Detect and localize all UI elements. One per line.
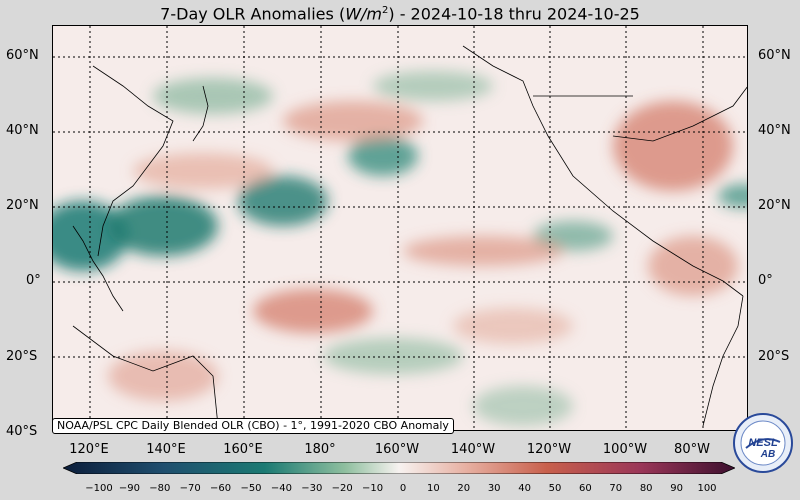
anomaly-neg-east-pacific xyxy=(533,221,613,251)
coastline-philippines-indonesia xyxy=(72,225,124,312)
colorbar-tick-label: 70 xyxy=(609,483,623,494)
anomaly-neg-south-pacific xyxy=(323,338,463,374)
lat-label-20s-right: 20°S xyxy=(758,349,790,364)
colorbar-tick-label: 0 xyxy=(399,483,407,494)
anomaly-pos-southeast-pacific xyxy=(453,308,573,344)
lon-label-120w: 120°W xyxy=(526,442,572,457)
anomaly-pos-subtropical xyxy=(133,153,273,189)
anomaly-neg-western-pacific xyxy=(108,196,218,256)
coastline-south-america xyxy=(702,295,744,427)
anomaly-neg-central-north xyxy=(238,176,328,226)
lat-label-20n-left: 20°N xyxy=(6,198,39,213)
lon-label-80w: 80°W xyxy=(674,442,710,457)
colorbar xyxy=(63,462,735,474)
colorbar-tick-label: 90 xyxy=(670,483,683,494)
colorbar-gradient xyxy=(63,462,735,474)
svg-text:NESL: NESL xyxy=(748,437,778,449)
colorbar-tick-label: 50 xyxy=(548,483,562,494)
colorbar-tick-label: 80 xyxy=(639,483,653,494)
anomaly-neg-southeast xyxy=(473,386,573,426)
svg-text:AB: AB xyxy=(760,449,775,460)
colorbar-tick-label: −20 xyxy=(331,483,353,494)
colorbar-tick-label: 20 xyxy=(457,483,471,494)
data-source-credit: NOAA/PSL CPC Daily Blended OLR (CBO) - 1… xyxy=(52,418,454,434)
lon-label-160e: 160°E xyxy=(223,442,263,457)
coastline-asia xyxy=(92,65,174,257)
lon-label-180: 180° xyxy=(304,442,336,457)
anomaly-pos-equatorial xyxy=(253,289,373,333)
lon-label-140w: 140°W xyxy=(450,442,496,457)
anomaly-pos-australia xyxy=(108,351,218,401)
map-canvas xyxy=(53,26,747,430)
lat-label-40n-left: 40°N xyxy=(6,123,39,138)
lat-label-60n-left: 60°N xyxy=(6,48,39,63)
colorbar-tick-label: −30 xyxy=(301,483,323,494)
lat-label-eq-left: 0° xyxy=(26,273,41,288)
lat-label-20s-left: 20°S xyxy=(6,349,38,364)
map-title: 7-Day OLR Anomalies (W/m2) - 2024-10-18 … xyxy=(160,4,640,24)
anomaly-field xyxy=(53,71,747,426)
colorbar-tick-label: −10 xyxy=(362,483,384,494)
colorbar-tick-label: −70 xyxy=(179,483,201,494)
coastline-us-canada xyxy=(612,86,747,142)
coastline-kamchatka-japan xyxy=(192,85,209,142)
lon-label-140e: 140°E xyxy=(146,442,186,457)
colorbar-tick-label: 30 xyxy=(487,483,501,494)
noaa-esrl-logo: NESL AB xyxy=(733,413,793,473)
colorbar-tick-label: 100 xyxy=(697,483,717,494)
lat-label-eq-right: 0° xyxy=(758,273,773,288)
colorbar-tick-label: −80 xyxy=(149,483,171,494)
lat-label-60n-right: 60°N xyxy=(758,48,791,63)
colorbar-tick-label: −100 xyxy=(85,483,113,494)
colorbar-tick-label: −90 xyxy=(118,483,140,494)
graticule xyxy=(53,26,747,430)
anomaly-pos-north-america xyxy=(613,101,733,191)
anomaly-neg-midlat xyxy=(348,136,418,176)
lat-label-20n-right: 20°N xyxy=(758,198,791,213)
colorbar-tick-label: −40 xyxy=(270,483,292,494)
lat-label-40s-left: 40°S xyxy=(6,424,38,439)
anomaly-neg-north xyxy=(153,78,273,114)
colorbar-tick-label: −60 xyxy=(210,483,232,494)
lon-label-100w: 100°W xyxy=(602,442,648,457)
anomaly-pos-itcz xyxy=(403,236,563,266)
colorbar-tick-label: 60 xyxy=(579,483,592,494)
lat-label-40n-right: 40°N xyxy=(758,123,791,138)
colorbar-tick-label: 40 xyxy=(518,483,531,494)
colorbar-tick-label: 10 xyxy=(427,483,440,494)
colorbar-tick-label: −50 xyxy=(240,483,262,494)
anomaly-neg-caribbean xyxy=(718,184,747,208)
lon-label-160w: 160°W xyxy=(374,442,420,457)
anomaly-pos-northpac xyxy=(283,101,423,141)
coastline-australia xyxy=(72,325,219,427)
anomaly-neg-aleutian xyxy=(373,71,493,101)
anomaly-map xyxy=(52,25,748,431)
lon-label-120e: 120°E xyxy=(69,442,109,457)
